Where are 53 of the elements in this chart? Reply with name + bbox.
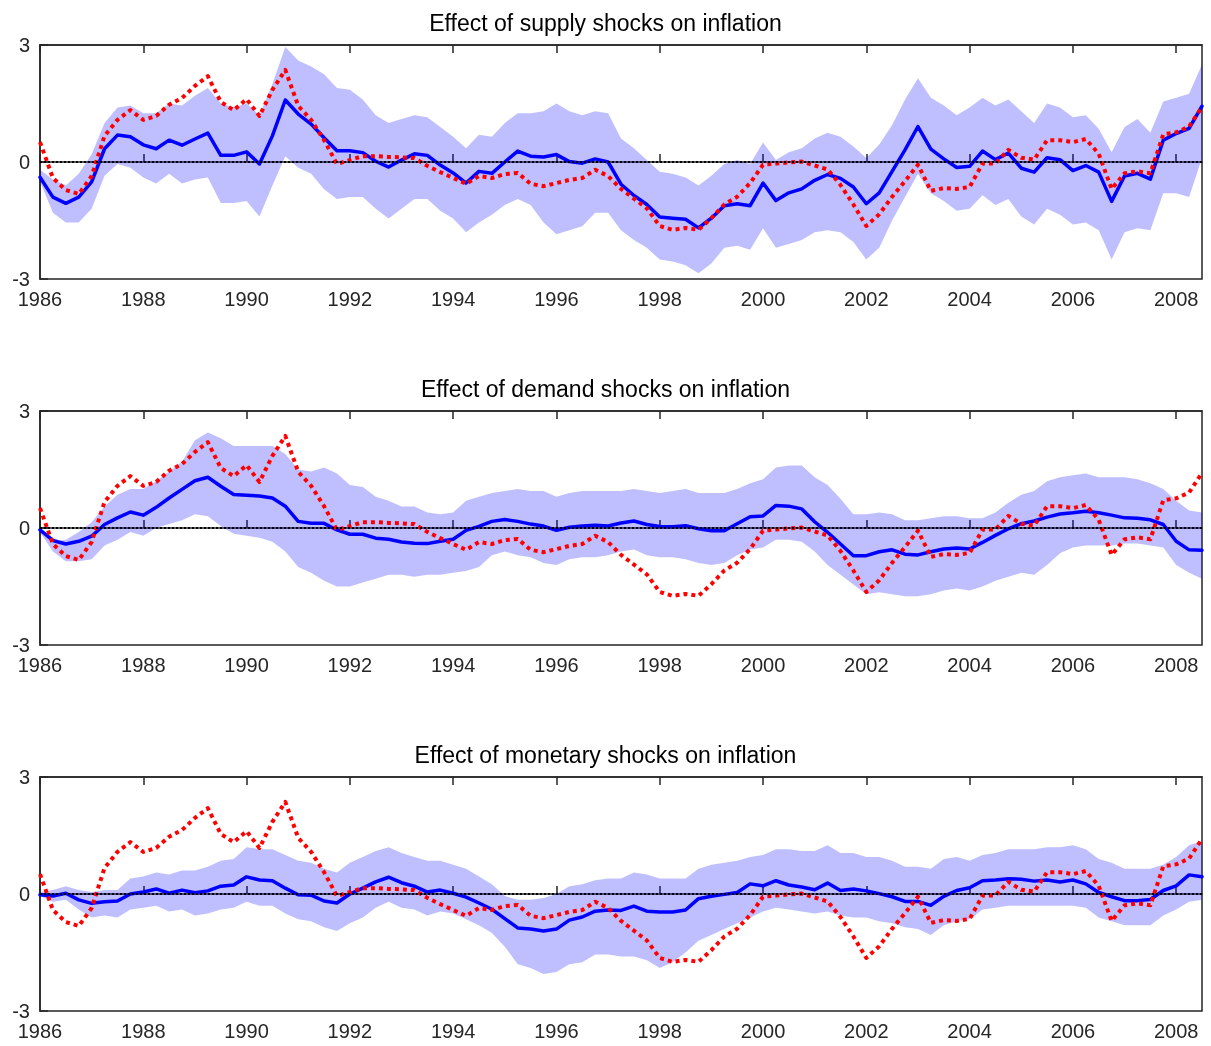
x-tick-label: 2006	[1050, 288, 1096, 310]
x-tick-label: 1990	[224, 288, 269, 310]
x-tick-label: 1986	[17, 654, 63, 676]
x-tick-label: 1986	[17, 288, 63, 310]
x-tick-label: 1986	[17, 1020, 63, 1042]
x-tick-label: 2006	[1050, 1020, 1096, 1042]
x-tick-label: 1988	[121, 288, 166, 310]
x-tick-label: 2004	[947, 654, 992, 676]
x-tick-label: 1996	[534, 288, 579, 310]
x-tick-label: 2008	[1153, 1020, 1199, 1042]
x-tick-label: 1988	[121, 654, 166, 676]
x-tick-label: 2002	[844, 654, 889, 676]
x-tick-label: 2008	[1153, 654, 1199, 676]
line-series	[38, 98, 1204, 230]
y-tick-label: 3	[18, 400, 30, 422]
line-series	[38, 799, 1204, 964]
x-tick-label: 2000	[740, 288, 786, 310]
x-tick-label: 2006	[1050, 654, 1096, 676]
line-series	[38, 475, 1204, 558]
x-tick-label: 2000	[740, 654, 786, 676]
x-tick-label: 1992	[327, 654, 373, 676]
y-tick-label: -3	[12, 268, 30, 290]
x-tick-label: 1992	[327, 1020, 373, 1042]
line-series	[38, 873, 1204, 933]
chart-title: Effect of monetary shocks on inflation	[414, 741, 797, 768]
x-tick-label: 2004	[947, 288, 992, 310]
x-tick-label: 2002	[844, 1020, 889, 1042]
x-tick-label: 1992	[327, 288, 373, 310]
x-tick-label: 1988	[121, 1020, 166, 1042]
x-tick-label: 2008	[1153, 288, 1199, 310]
x-tick-label: 1994	[430, 288, 476, 310]
x-tick-label: 1998	[637, 654, 682, 676]
y-tick-label: 0	[18, 517, 30, 539]
x-tick-label: 1990	[224, 1020, 269, 1042]
x-tick-label: 1996	[534, 1020, 579, 1042]
x-tick-label: 2002	[844, 288, 889, 310]
x-tick-label: 1998	[637, 288, 682, 310]
chart-title: Effect of supply shocks on inflation	[429, 9, 782, 36]
x-tick-label: 2000	[740, 1020, 786, 1042]
x-tick-label: 1994	[430, 654, 476, 676]
x-tick-label: 1994	[430, 1020, 476, 1042]
y-tick-label: 3	[18, 34, 30, 56]
y-tick-label: 0	[18, 883, 30, 905]
x-tick-label: 1990	[224, 654, 269, 676]
y-tick-label: -3	[12, 1000, 30, 1022]
x-tick-label: 1998	[637, 1020, 682, 1042]
y-tick-label: -3	[12, 634, 30, 656]
y-tick-label: 0	[18, 151, 30, 173]
y-tick-label: 3	[18, 766, 30, 788]
x-tick-label: 2004	[947, 1020, 992, 1042]
x-tick-label: 1996	[534, 654, 579, 676]
chart-title: Effect of demand shocks on inflation	[420, 375, 791, 402]
line-series	[38, 67, 1204, 232]
